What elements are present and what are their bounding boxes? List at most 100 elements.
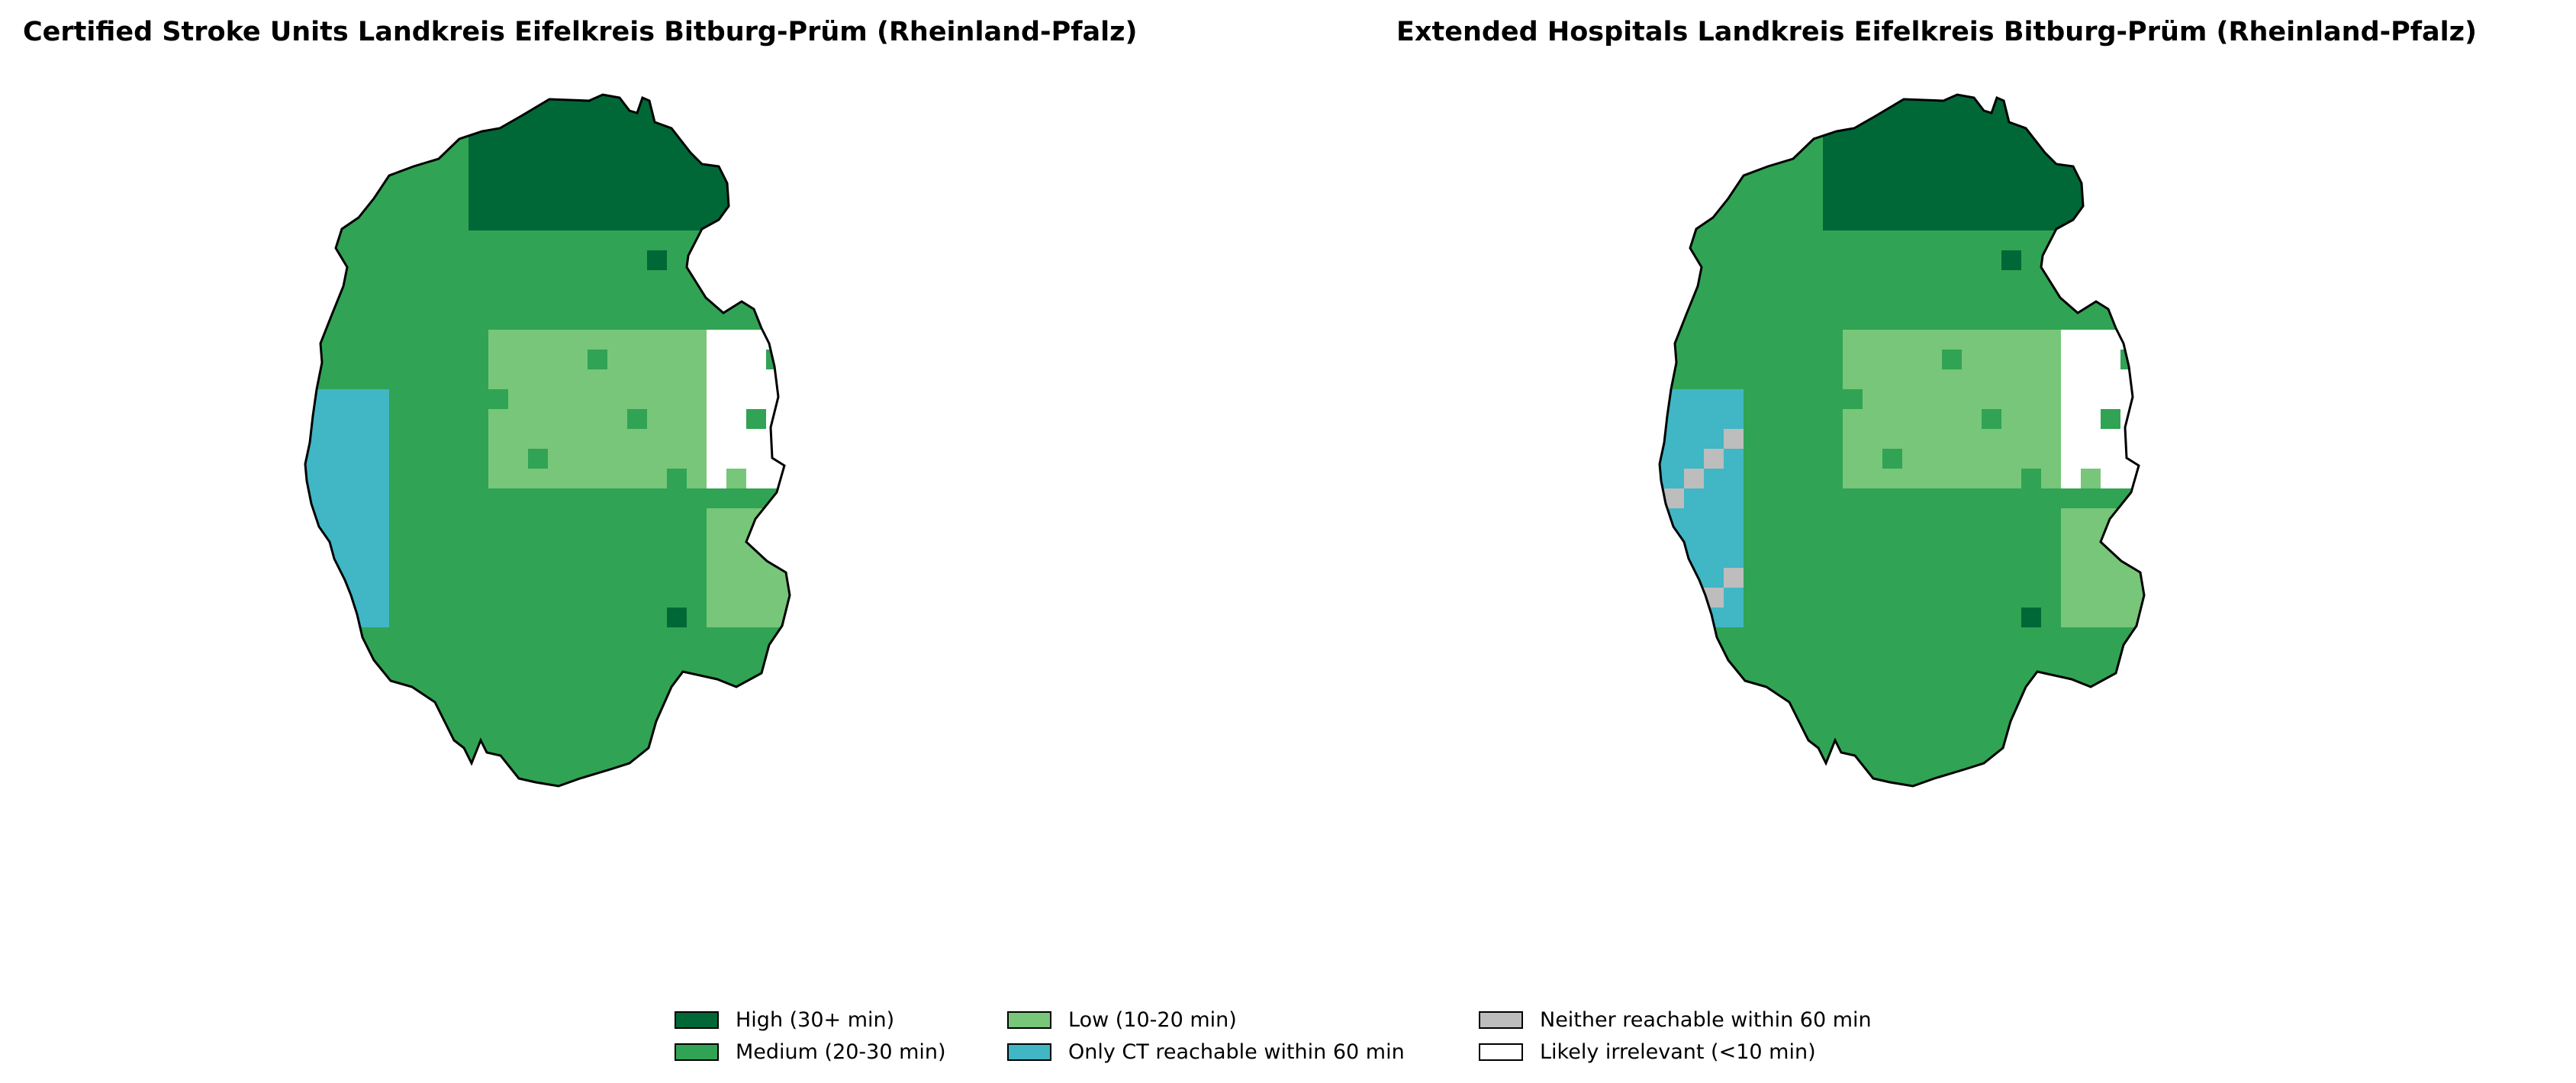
grid-cell-medium bbox=[627, 230, 648, 251]
grid-cell-medium bbox=[1783, 488, 1804, 509]
grid-cell-medium bbox=[349, 230, 370, 251]
grid-cell-high bbox=[2041, 171, 2062, 192]
grid-cell-medium bbox=[1922, 727, 1943, 747]
grid-cell-medium bbox=[1803, 488, 1824, 509]
grid-cell-medium bbox=[369, 766, 390, 786]
grid-cell-medium bbox=[1863, 270, 1883, 291]
grid-cell-medium bbox=[1783, 687, 1804, 707]
grid-cell-medium bbox=[607, 250, 628, 271]
grid-cell-medium bbox=[667, 568, 687, 588]
grid-cell-ct-only bbox=[305, 429, 311, 450]
grid-cell-medium bbox=[1843, 508, 1863, 529]
grid-cell-irrelevant bbox=[726, 350, 747, 370]
grid-cell-low bbox=[508, 330, 529, 350]
grid-cell-irrelevant bbox=[746, 369, 767, 390]
grid-cell-high bbox=[1823, 151, 1843, 172]
grid-cell-medium bbox=[389, 786, 410, 807]
grid-cell-medium bbox=[1803, 766, 1824, 786]
grid-cell-low bbox=[488, 469, 509, 489]
grid-cell-medium bbox=[349, 111, 370, 132]
grid-cell-medium bbox=[1803, 548, 1824, 569]
grid-cell-medium bbox=[687, 588, 707, 608]
grid-cell-high bbox=[2021, 211, 2042, 231]
grid-cell-medium bbox=[2120, 290, 2141, 311]
grid-cell-medium bbox=[1704, 786, 1724, 807]
grid-cell-irrelevant bbox=[2120, 707, 2141, 727]
grid-cell-medium bbox=[568, 290, 588, 311]
grid-cell-medium bbox=[1744, 211, 1764, 231]
grid-cell-ct-only bbox=[369, 409, 390, 430]
grid-cell-high bbox=[1882, 131, 1903, 152]
grid-cell-irrelevant bbox=[726, 766, 747, 786]
grid-cell-medium bbox=[1660, 131, 1665, 152]
grid-cell-medium bbox=[409, 330, 430, 350]
grid-cell-medium bbox=[469, 409, 489, 430]
grid-cell-medium bbox=[568, 250, 588, 271]
grid-cell-medium bbox=[2021, 746, 2042, 767]
grid-cell-medium bbox=[2021, 588, 2042, 608]
grid-cell-high bbox=[2001, 111, 2022, 132]
grid-cell-medium bbox=[409, 568, 430, 588]
grid-cell-medium bbox=[1823, 588, 1843, 608]
grid-cell-medium bbox=[627, 647, 648, 668]
grid-cell-low bbox=[588, 389, 608, 410]
grid-cell-medium bbox=[1803, 310, 1824, 330]
grid-cell-medium bbox=[2140, 250, 2144, 271]
grid-cell-medium bbox=[2001, 290, 2022, 311]
grid-cell-low bbox=[508, 350, 529, 370]
grid-cell-high bbox=[1863, 131, 1883, 152]
grid-cell-medium bbox=[1942, 488, 1963, 509]
grid-cell-medium bbox=[1982, 290, 2002, 311]
grid-cell-medium bbox=[1922, 588, 1943, 608]
grid-cell-medium bbox=[1724, 310, 1744, 330]
grid-cell-medium bbox=[568, 568, 588, 588]
grid-cell-ct-only bbox=[1724, 528, 1744, 549]
grid-cell-low bbox=[2021, 330, 2042, 350]
grid-cell-medium bbox=[1724, 786, 1744, 807]
grid-cell-medium bbox=[647, 488, 668, 509]
grid-cell-high bbox=[607, 151, 628, 172]
grid-cell-low bbox=[607, 369, 628, 390]
grid-cell-low bbox=[1942, 429, 1963, 450]
grid-cell-medium bbox=[1763, 191, 1784, 211]
grid-cell-irrelevant bbox=[2101, 727, 2121, 747]
grid-cell-medium bbox=[469, 270, 489, 291]
grid-cell-medium bbox=[1942, 588, 1963, 608]
grid-cell-high bbox=[707, 131, 727, 152]
grid-cell-medium bbox=[488, 508, 509, 529]
grid-cell-medium bbox=[746, 111, 767, 132]
grid-cell-high bbox=[2001, 250, 2022, 271]
grid-cell-high bbox=[1982, 191, 2002, 211]
grid-cell-medium bbox=[1962, 627, 1982, 648]
grid-cell-medium bbox=[1664, 627, 1685, 648]
grid-cell-medium bbox=[746, 131, 767, 152]
grid-cell-ct-only bbox=[1724, 548, 1744, 569]
grid-cell-medium bbox=[1744, 568, 1764, 588]
grid-cell-medium bbox=[1882, 488, 1903, 509]
grid-cell-medium bbox=[1803, 449, 1824, 469]
grid-cell-irrelevant bbox=[746, 469, 767, 489]
grid-cell-medium bbox=[409, 290, 430, 311]
grid-cell-ct-only bbox=[1684, 389, 1705, 410]
grid-cell-irrelevant bbox=[707, 330, 727, 350]
grid-cell-high bbox=[647, 191, 668, 211]
grid-cell-medium bbox=[449, 707, 469, 727]
grid-cell-low bbox=[746, 568, 767, 588]
grid-cell-medium bbox=[1902, 568, 1923, 588]
grid-cell-medium bbox=[2140, 687, 2144, 707]
grid-cell-medium bbox=[1803, 270, 1824, 291]
grid-cell-low bbox=[1902, 469, 1923, 489]
grid-cell-ct-only bbox=[310, 429, 330, 450]
grid-cell-medium bbox=[310, 191, 330, 211]
grid-cell-neither bbox=[1704, 449, 1724, 469]
grid-cell-medium bbox=[369, 687, 390, 707]
grid-cell-high bbox=[667, 171, 687, 192]
grid-cell-medium bbox=[409, 211, 430, 231]
grid-cell-irrelevant bbox=[2061, 429, 2082, 450]
grid-cell-high bbox=[1882, 111, 1903, 132]
grid-cell-ct-only bbox=[330, 469, 350, 489]
grid-cell-medium bbox=[449, 449, 469, 469]
grid-cell-low bbox=[786, 508, 790, 529]
grid-cell-irrelevant bbox=[786, 330, 790, 350]
grid-cell-medium bbox=[389, 350, 410, 370]
